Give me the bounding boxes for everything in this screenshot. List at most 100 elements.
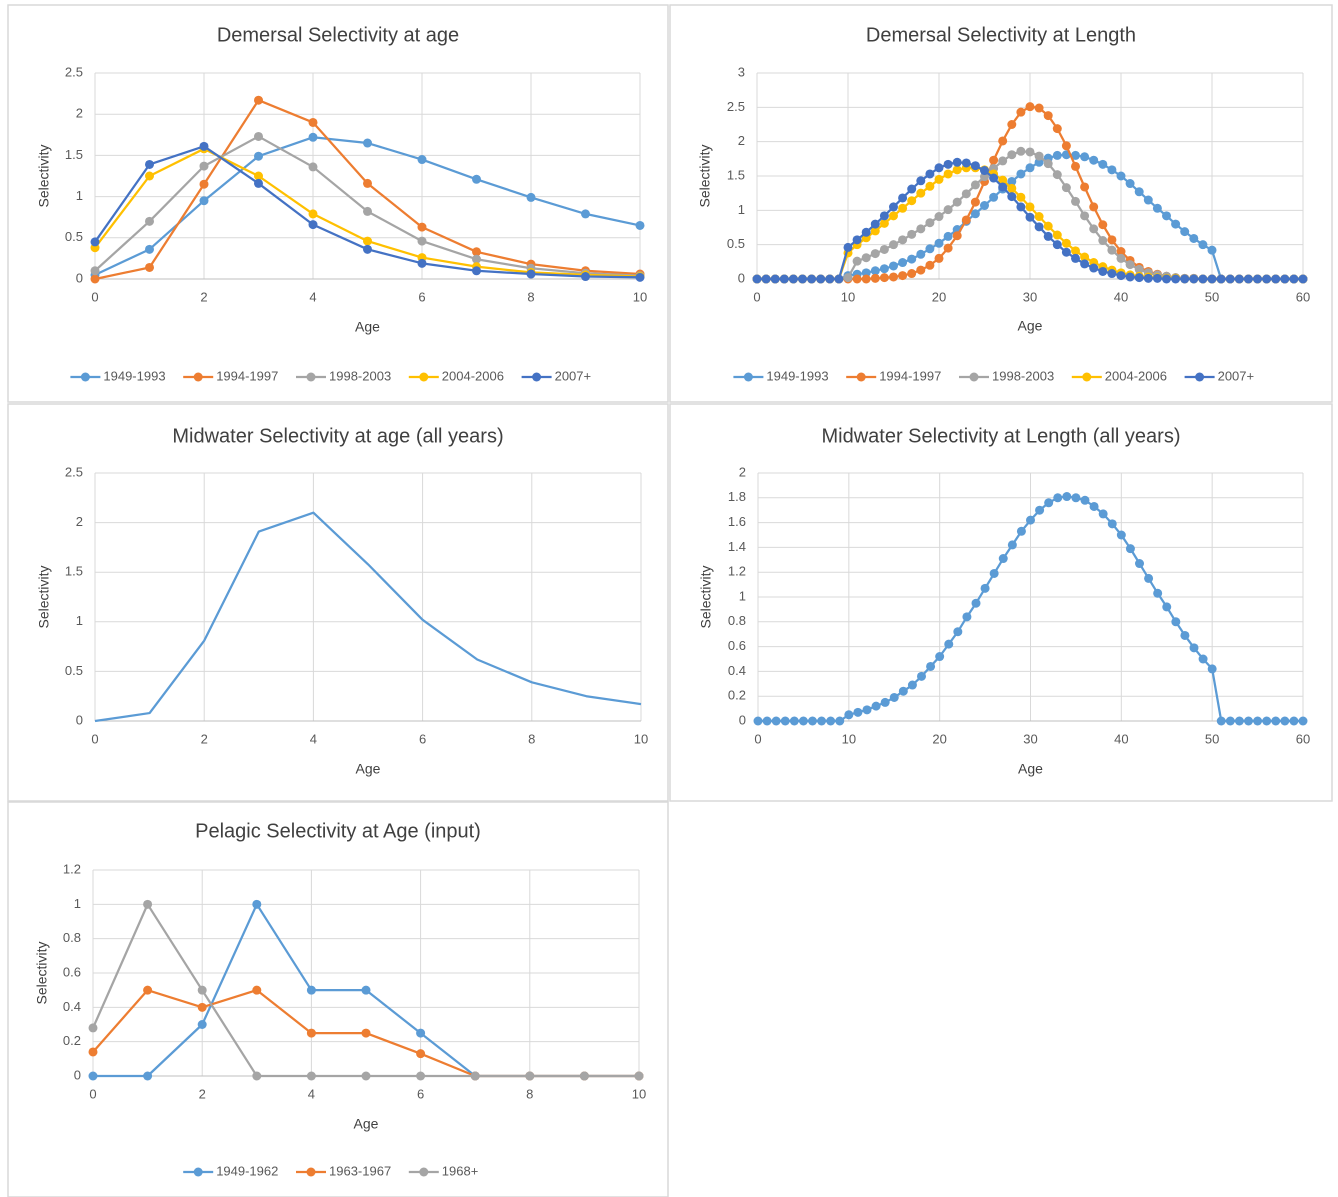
data-point bbox=[762, 716, 772, 726]
y-tick-label: 0.5 bbox=[727, 236, 745, 251]
data-point bbox=[889, 202, 898, 212]
legend-marker bbox=[532, 372, 542, 382]
y-tick-label: 0.6 bbox=[63, 964, 81, 979]
legend-label: 1949-1993 bbox=[766, 368, 828, 383]
data-point bbox=[1035, 505, 1045, 515]
data-point bbox=[771, 716, 781, 726]
x-tick-label: 60 bbox=[1296, 731, 1310, 746]
data-point bbox=[852, 235, 862, 245]
data-point bbox=[1016, 526, 1026, 536]
data-point bbox=[907, 269, 917, 279]
data-point bbox=[88, 1071, 98, 1081]
data-point bbox=[889, 272, 898, 282]
data-point bbox=[143, 1071, 153, 1081]
x-tick-label: 8 bbox=[526, 1086, 533, 1101]
x-tick-label: 0 bbox=[754, 731, 761, 746]
data-point bbox=[1007, 192, 1017, 202]
data-point bbox=[1171, 617, 1181, 627]
x-tick-label: 4 bbox=[309, 289, 316, 304]
data-point bbox=[1107, 165, 1117, 175]
data-point bbox=[961, 189, 971, 199]
data-point bbox=[943, 169, 953, 179]
x-tick-label: 50 bbox=[1205, 731, 1219, 746]
data-point bbox=[199, 179, 209, 189]
data-point bbox=[472, 254, 481, 264]
data-point bbox=[1262, 716, 1272, 726]
data-point bbox=[861, 268, 871, 278]
data-point bbox=[306, 1071, 316, 1081]
data-point bbox=[1298, 716, 1308, 726]
data-point bbox=[308, 220, 318, 230]
chart-title: Midwater Selectivity at age (all years) bbox=[172, 425, 503, 447]
data-point bbox=[889, 240, 898, 250]
data-point bbox=[970, 161, 980, 171]
data-point bbox=[861, 274, 871, 284]
data-point bbox=[943, 205, 953, 215]
data-point bbox=[306, 985, 316, 995]
legend-label: 1968+ bbox=[442, 1163, 479, 1178]
x-axis-label: Age bbox=[1018, 318, 1043, 334]
data-point bbox=[361, 985, 371, 995]
data-point bbox=[1053, 493, 1063, 503]
data-point bbox=[1107, 235, 1117, 245]
x-tick-label: 30 bbox=[1023, 731, 1037, 746]
data-point bbox=[980, 166, 989, 176]
data-point bbox=[889, 261, 898, 271]
data-point bbox=[1116, 253, 1126, 263]
legend-marker bbox=[856, 372, 866, 382]
data-point bbox=[472, 266, 481, 276]
x-tick-label: 2 bbox=[201, 731, 208, 746]
data-point bbox=[1007, 176, 1017, 186]
data-point bbox=[1162, 274, 1171, 284]
chart-title: Demersal Selectivity at age bbox=[217, 24, 459, 46]
data-point bbox=[1125, 260, 1135, 270]
data-point bbox=[1071, 196, 1080, 206]
data-point bbox=[1189, 643, 1199, 653]
legend-label: 1963-1967 bbox=[329, 1163, 391, 1178]
data-point bbox=[1125, 544, 1135, 554]
data-point bbox=[1116, 271, 1126, 281]
legend-marker bbox=[419, 372, 429, 382]
data-point bbox=[1143, 195, 1153, 205]
data-point bbox=[1116, 171, 1126, 181]
x-axis-label: Age bbox=[355, 319, 380, 335]
data-point bbox=[879, 273, 889, 283]
data-point bbox=[961, 215, 971, 225]
data-point bbox=[254, 151, 263, 161]
data-point bbox=[879, 264, 889, 274]
y-tick-label: 0 bbox=[76, 270, 83, 285]
data-point bbox=[917, 671, 926, 681]
data-point bbox=[1198, 654, 1208, 664]
x-tick-label: 50 bbox=[1205, 289, 1219, 304]
data-point bbox=[1080, 252, 1090, 262]
data-point bbox=[1080, 211, 1090, 221]
data-point bbox=[907, 229, 917, 239]
data-point bbox=[1080, 259, 1090, 269]
x-tick-label: 20 bbox=[932, 731, 946, 746]
x-tick-label: 10 bbox=[842, 731, 856, 746]
data-point bbox=[1271, 716, 1281, 726]
data-point bbox=[916, 249, 926, 259]
data-point bbox=[752, 274, 762, 284]
data-point bbox=[197, 1020, 207, 1029]
data-point bbox=[1171, 219, 1181, 229]
data-point bbox=[816, 274, 826, 284]
data-point bbox=[1071, 161, 1080, 171]
data-point bbox=[980, 583, 990, 593]
data-point bbox=[843, 273, 853, 283]
data-point bbox=[525, 1071, 535, 1081]
data-point bbox=[1080, 495, 1090, 505]
data-point bbox=[925, 218, 935, 228]
data-point bbox=[1089, 224, 1099, 234]
legend-marker bbox=[193, 1167, 203, 1177]
data-point bbox=[907, 184, 917, 194]
data-point bbox=[1052, 150, 1062, 160]
data-point bbox=[1052, 124, 1062, 134]
data-point bbox=[861, 227, 871, 237]
data-point bbox=[1098, 509, 1108, 519]
data-point bbox=[1016, 107, 1026, 117]
data-point bbox=[807, 274, 817, 284]
y-tick-label: 1 bbox=[739, 588, 746, 603]
data-point bbox=[1007, 540, 1017, 550]
data-point bbox=[416, 1028, 426, 1038]
